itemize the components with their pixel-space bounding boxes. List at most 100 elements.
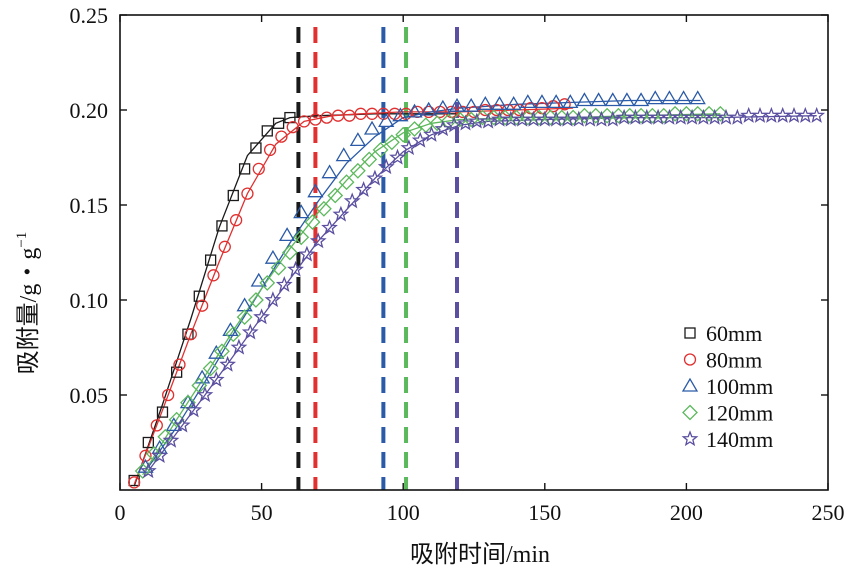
fit-curve-140mm	[147, 115, 817, 472]
data-point-120mm	[248, 292, 264, 308]
data-point-120mm	[202, 360, 219, 377]
data-point-60mm	[238, 163, 251, 175]
data-point-100mm	[293, 204, 310, 219]
data-point-100mm	[604, 92, 621, 107]
data-point-140mm	[423, 125, 440, 142]
data-point-140mm	[740, 106, 758, 123]
data-point-80mm	[150, 419, 163, 432]
data-point-100mm	[463, 97, 480, 112]
data-point-140mm	[762, 106, 780, 123]
data-point-120mm	[270, 259, 287, 276]
data-point-100mm	[576, 92, 593, 107]
data-point-100mm	[477, 96, 494, 110]
data-point-100mm	[448, 97, 466, 112]
data-point-80mm	[343, 109, 356, 122]
data-point-100mm	[618, 92, 636, 107]
data-point-140mm	[321, 218, 338, 235]
data-point-60mm	[170, 366, 183, 378]
data-point-140mm	[604, 110, 622, 127]
data-point-100mm	[647, 90, 664, 105]
data-point-140mm	[785, 106, 803, 123]
data-point-100mm	[406, 103, 423, 118]
legend-label-120mm: 120mm	[706, 401, 773, 426]
data-point-120mm	[282, 244, 298, 261]
data-point-140mm	[298, 245, 316, 262]
plot-frame	[119, 14, 829, 491]
y-tick-label: 0.10	[70, 288, 109, 313]
data-point-80mm	[207, 269, 220, 282]
data-point-140mm	[343, 192, 361, 209]
data-point-100mm	[519, 94, 536, 109]
data-point-120mm	[214, 343, 230, 360]
data-point-80mm	[241, 187, 254, 200]
data-point-140mm	[434, 120, 452, 137]
svg-text:吸附量/g・g−1: 吸附量/g・g−1	[14, 232, 42, 375]
data-point-120mm	[225, 326, 242, 343]
data-point-120mm	[349, 162, 366, 179]
data-point-140mm	[139, 462, 157, 479]
data-point-100mm	[222, 322, 239, 337]
data-point-140mm	[287, 260, 304, 277]
data-point-100mm	[392, 107, 409, 122]
legend-label-100mm: 100mm	[706, 374, 773, 399]
data-point-120mm	[338, 174, 355, 191]
data-point-140mm	[185, 401, 203, 418]
data-point-140mm	[264, 291, 282, 308]
data-point-140mm	[173, 416, 191, 433]
data-point-100mm	[321, 164, 338, 179]
data-point-140mm	[196, 386, 214, 403]
legend-marker-100mm	[681, 377, 699, 392]
legend-marker-140mm	[681, 430, 699, 447]
data-point-80mm	[128, 476, 141, 489]
data-point-100mm	[533, 94, 551, 109]
axes: 0 50 100 150 200 250 0.05 0.10 0.15 0.20 0.25	[70, 3, 845, 525]
data-point-60mm	[156, 406, 169, 418]
data-point-140mm	[207, 371, 225, 387]
data-point-140mm	[230, 338, 248, 355]
y-axis-label-group: 吸附量/g・g−1	[14, 232, 42, 375]
data-point-60mm	[204, 254, 217, 266]
data-point-100mm	[335, 147, 352, 162]
data-point-120mm	[259, 274, 276, 291]
data-point-140mm	[355, 180, 372, 197]
data-point-60mm	[261, 125, 273, 137]
data-point-80mm	[252, 162, 265, 176]
data-point-140mm	[389, 148, 406, 165]
x-tick-label: 250	[812, 500, 845, 525]
data-point-140mm	[774, 106, 792, 123]
data-point-140mm	[751, 106, 769, 123]
data-point-120mm	[134, 463, 151, 479]
data-point-140mm	[411, 131, 429, 148]
data-point-140mm	[162, 431, 180, 448]
y-axis-label: 吸附量/g・g	[15, 248, 42, 375]
legend-label-80mm: 80mm	[706, 348, 762, 373]
data-point-100mm	[661, 90, 678, 105]
data-point-100mm	[562, 94, 579, 109]
data-point-60mm	[250, 142, 262, 154]
data-point-120mm	[315, 200, 332, 217]
data-point-120mm	[293, 229, 310, 246]
data-point-120mm	[406, 121, 423, 137]
data-point-60mm	[272, 117, 285, 129]
data-point-80mm	[229, 214, 243, 227]
data-point-80mm	[263, 143, 277, 157]
data-point-120mm	[361, 151, 378, 168]
data-point-100mm	[208, 344, 225, 359]
data-point-120mm	[327, 187, 344, 204]
data-point-140mm	[241, 323, 259, 340]
data-point-100mm	[278, 227, 296, 242]
data-point-100mm	[264, 249, 282, 264]
data-point-100mm	[632, 92, 650, 107]
data-point-140mm	[445, 116, 463, 133]
data-point-140mm	[728, 108, 746, 125]
fit-curve-80mm	[133, 107, 574, 485]
data-point-80mm	[195, 299, 209, 312]
data-point-140mm	[808, 106, 826, 123]
data-point-80mm	[218, 240, 231, 253]
legend-label-140mm: 140mm	[706, 427, 773, 452]
data-point-100mm	[434, 99, 451, 114]
data-point-100mm	[547, 94, 565, 109]
data-point-140mm	[253, 308, 271, 325]
y-tick-label: 0.20	[70, 98, 109, 123]
